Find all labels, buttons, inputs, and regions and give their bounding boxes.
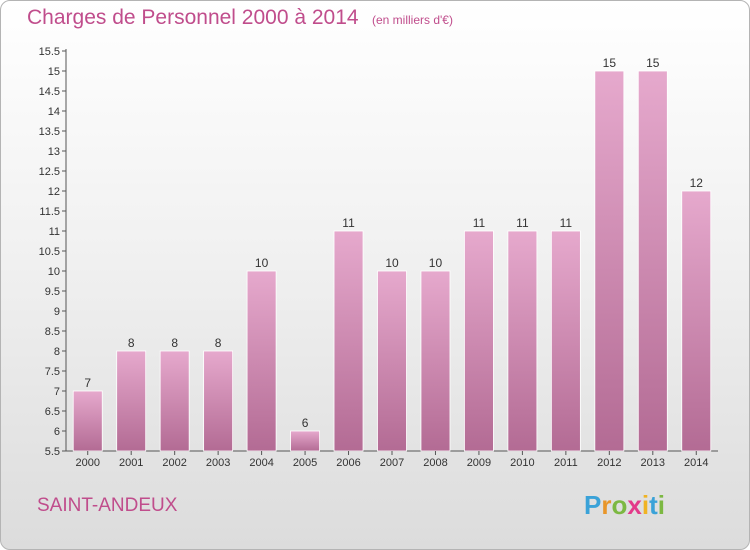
chart-subtitle: (en milliers d'€) xyxy=(372,13,453,27)
bar xyxy=(637,70,668,452)
y-tick-label: 14 xyxy=(48,106,60,118)
x-axis-ticks: 2000 2001 2002 2003 2004 2005 2006 2007 2008 2009… xyxy=(75,451,709,469)
x-tick-label: 2009 xyxy=(467,457,491,469)
y-tick-label: 14.5 xyxy=(39,86,60,98)
value-labels: 7 8 8 8 10 6 11 10 10 11 11 11 15 15 12 xyxy=(84,56,703,430)
y-tick-label: 13 xyxy=(48,146,60,158)
y-tick-label: 12 xyxy=(48,186,60,198)
bar xyxy=(550,230,581,452)
bar-value-label: 15 xyxy=(603,56,617,70)
x-tick-label: 2006 xyxy=(336,457,360,469)
bar xyxy=(377,270,407,452)
y-tick-label: 8.5 xyxy=(45,326,60,338)
bar-value-label: 6 xyxy=(302,416,309,430)
y-tick-label: 6 xyxy=(54,426,60,438)
logo-letter: r xyxy=(601,490,612,520)
bar-value-label: 8 xyxy=(128,336,135,350)
y-tick-label: 10.5 xyxy=(39,246,60,258)
bar-value-label: 10 xyxy=(429,256,443,270)
bar-value-label: 7 xyxy=(84,376,91,390)
logo-letter: o xyxy=(611,490,628,520)
y-tick-label: 8 xyxy=(54,346,60,358)
x-tick-label: 2011 xyxy=(554,457,578,469)
y-tick-label: 11.5 xyxy=(39,206,60,218)
x-tick-label: 2014 xyxy=(684,457,708,469)
x-tick-label: 2002 xyxy=(162,457,186,469)
y-tick-label: 7.5 xyxy=(45,366,60,378)
bar xyxy=(159,350,190,452)
y-axis-ticks: 5.5 6 6.5 7 7.5 8 8.5 9 9.5 10 10.5 11 11.5 12 12.5 13 1… xyxy=(39,46,66,458)
bars xyxy=(72,70,712,452)
bar-value-label: 10 xyxy=(385,256,399,270)
x-tick-label: 2012 xyxy=(597,457,621,469)
bar xyxy=(246,270,277,452)
bar xyxy=(333,230,364,452)
bar xyxy=(72,390,103,452)
bar-value-label: 10 xyxy=(255,256,269,270)
logo-letter: P xyxy=(584,490,602,520)
x-tick-label: 2013 xyxy=(641,457,665,469)
x-tick-label: 2003 xyxy=(206,457,230,469)
x-tick-label: 2001 xyxy=(119,457,143,469)
logo-letter: i xyxy=(641,490,650,520)
y-tick-label: 7 xyxy=(54,386,60,398)
bar xyxy=(594,70,625,452)
bar-value-label: 11 xyxy=(516,216,529,230)
logo-letter: x xyxy=(627,490,642,520)
y-tick-label: 10 xyxy=(48,266,60,278)
y-tick-label: 15 xyxy=(48,66,60,78)
x-tick-label: 2004 xyxy=(249,457,273,469)
bar-value-label: 11 xyxy=(342,216,355,230)
logo-letter: t xyxy=(649,490,658,520)
y-tick-label: 15.5 xyxy=(39,46,60,58)
bar xyxy=(464,230,494,452)
y-tick-label: 12.5 xyxy=(39,166,60,178)
x-tick-label: 2000 xyxy=(75,457,99,469)
y-tick-label: 13.5 xyxy=(39,126,60,138)
x-tick-label: 2008 xyxy=(423,457,447,469)
y-tick-label: 11 xyxy=(49,226,60,238)
y-tick-label: 9.5 xyxy=(45,286,60,298)
bar-value-label: 15 xyxy=(646,56,660,70)
y-tick-label: 5.5 xyxy=(45,446,60,458)
bar xyxy=(681,190,712,452)
bar xyxy=(507,230,538,452)
y-tick-label: 9 xyxy=(54,306,60,318)
bar xyxy=(116,350,147,452)
x-tick-label: 2007 xyxy=(380,457,404,469)
bar xyxy=(203,350,234,452)
bar-value-label: 11 xyxy=(473,216,486,230)
logo-letter: i xyxy=(657,490,665,520)
bar-value-label: 11 xyxy=(560,216,573,230)
bar xyxy=(290,430,320,452)
place-name: SAINT-ANDEUX xyxy=(37,495,178,516)
x-tick-label: 2010 xyxy=(510,457,534,469)
y-tick-label: 6.5 xyxy=(45,406,60,418)
x-tick-label: 2005 xyxy=(293,457,317,469)
proxiti-logo: Proxiti xyxy=(584,490,665,521)
bar-value-label: 12 xyxy=(690,176,704,190)
bar-value-label: 8 xyxy=(171,336,178,350)
chart-title: Charges de Personnel 2000 à 2014 xyxy=(27,6,359,29)
bar xyxy=(420,270,451,452)
bar-value-label: 8 xyxy=(215,336,222,350)
